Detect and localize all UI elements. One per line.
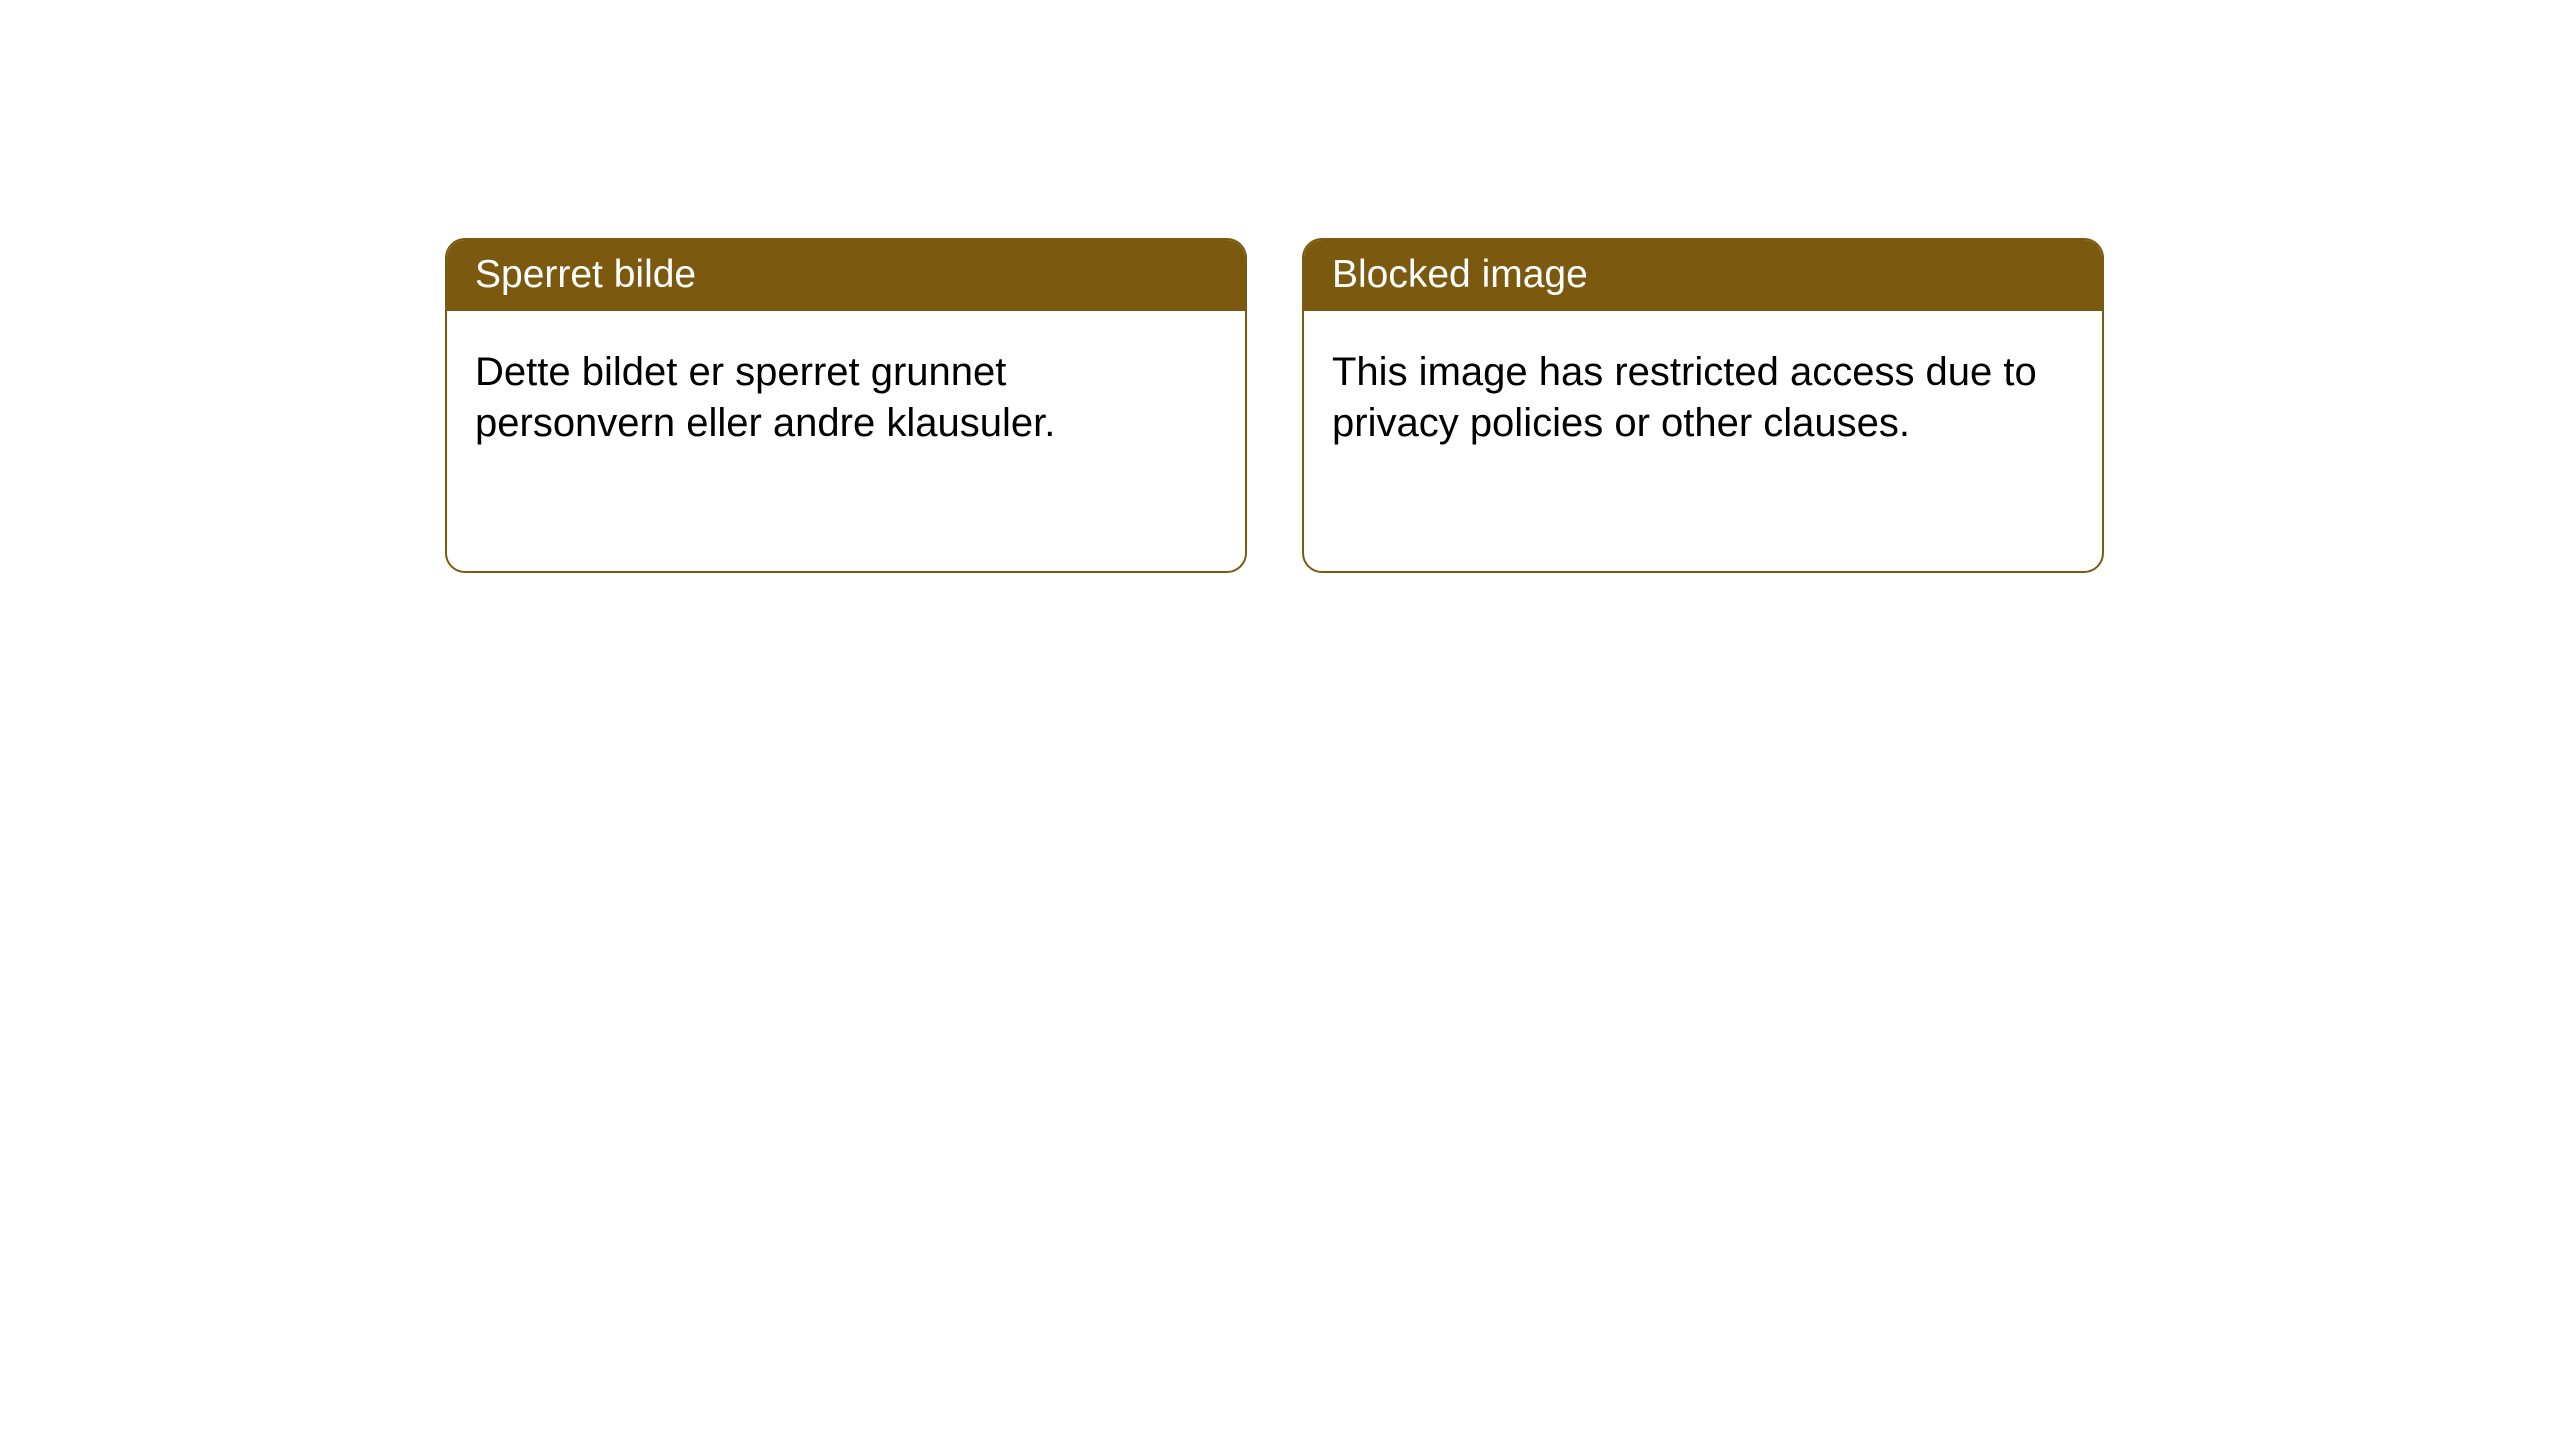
notice-card-english: Blocked image This image has restricted … <box>1302 238 2104 573</box>
card-title: Sperret bilde <box>475 253 696 296</box>
card-title: Blocked image <box>1332 253 1588 296</box>
card-header: Sperret bilde <box>447 240 1245 311</box>
card-body: Dette bildet er sperret grunnet personve… <box>447 311 1245 485</box>
card-body-text: Dette bildet er sperret grunnet personve… <box>475 350 1055 445</box>
card-header: Blocked image <box>1304 240 2102 311</box>
card-body: This image has restricted access due to … <box>1304 311 2102 485</box>
card-body-text: This image has restricted access due to … <box>1332 350 2037 445</box>
notice-container: Sperret bilde Dette bildet er sperret gr… <box>445 238 2104 573</box>
notice-card-norwegian: Sperret bilde Dette bildet er sperret gr… <box>445 238 1247 573</box>
